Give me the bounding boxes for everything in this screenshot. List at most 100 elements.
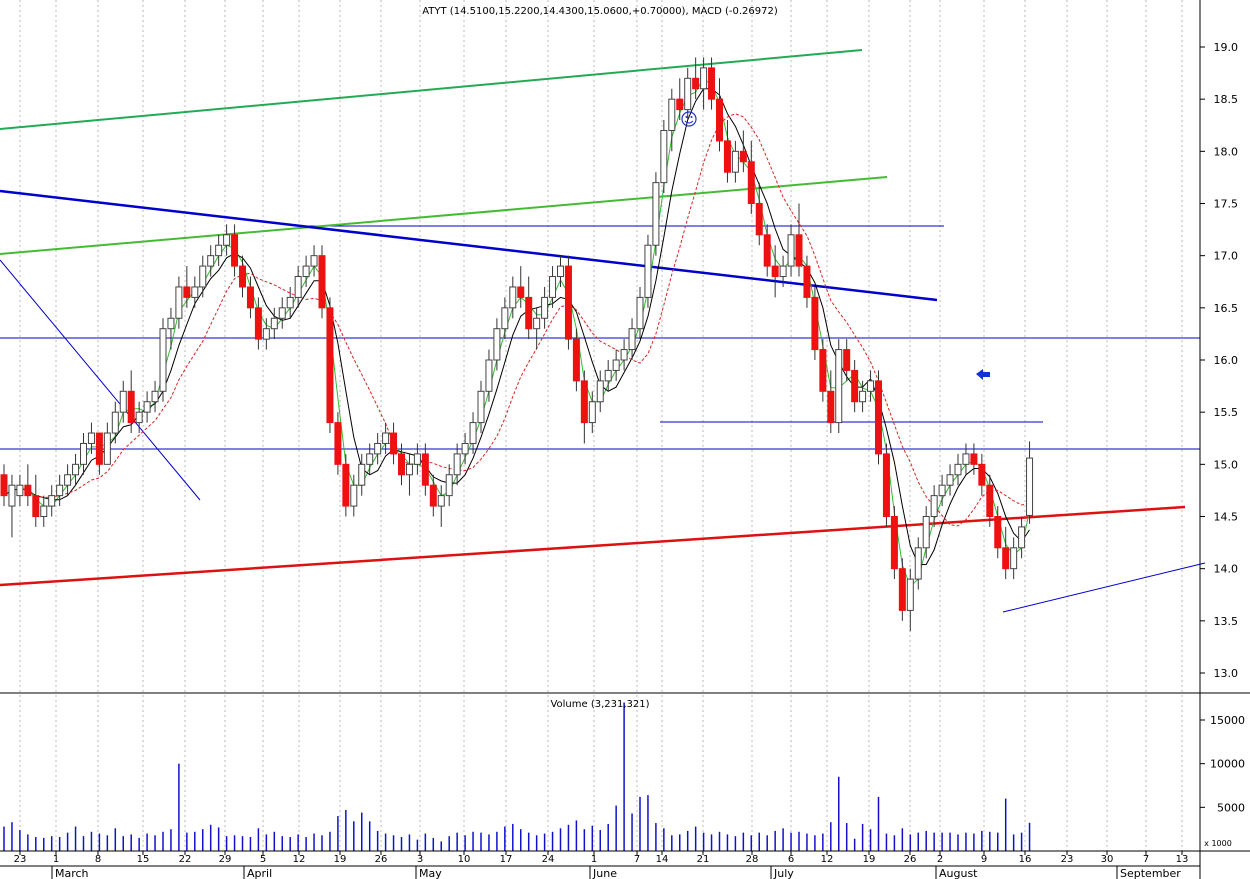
day-tick-label: 30 <box>1101 854 1114 865</box>
candle-up <box>787 234 795 267</box>
candle-up <box>151 390 159 403</box>
month-label: April <box>247 867 272 879</box>
candle-up <box>413 453 421 465</box>
candle-up <box>40 505 48 518</box>
candle-down <box>723 140 731 173</box>
candle-up <box>541 296 549 319</box>
candle-up <box>660 129 668 184</box>
candle-up <box>119 390 127 413</box>
candle-down <box>254 307 262 340</box>
candle-down <box>564 265 572 340</box>
volume-chart-title: Volume (3,231,321) <box>550 699 649 710</box>
day-tick-label: 1 <box>53 854 59 865</box>
candle-up <box>374 442 382 455</box>
candle-down <box>24 484 32 497</box>
price-chart-title: ATYT (14.5100,15.2200,14.4300,15.0600,+0… <box>422 6 778 17</box>
candle-down <box>771 265 779 278</box>
candle-down <box>692 77 700 90</box>
candle-up <box>859 390 867 403</box>
day-tick-label: 23 <box>14 854 27 865</box>
candle-up <box>87 432 95 444</box>
day-tick-label: 10 <box>458 854 471 865</box>
candle-down <box>580 380 588 424</box>
candle-down <box>882 453 890 517</box>
candle-up <box>270 317 278 330</box>
candle-down <box>318 255 326 309</box>
candle-up <box>779 265 787 278</box>
candle-up <box>930 495 938 517</box>
day-tick-label: 7 <box>1143 854 1149 865</box>
volume-tick-label: 10000 <box>1210 758 1245 771</box>
day-tick-label: 5 <box>260 854 266 865</box>
candle-up <box>199 265 207 288</box>
candle-up <box>652 182 660 246</box>
candle-down <box>827 390 835 424</box>
day-tick-label: 3 <box>417 854 423 865</box>
candle-down <box>183 286 191 298</box>
moving-average-layer <box>3 77 1030 587</box>
day-tick-label: 16 <box>1019 854 1032 865</box>
candle-down <box>326 307 334 424</box>
price-axis-ticks: 19.0 18.5 18.0 17.5 17.0 16.5 16.0 15.5 15.0 14.5… <box>1200 41 1238 680</box>
day-tick-label: 14 <box>656 854 669 865</box>
price-tick-label: 13.0 <box>1214 667 1239 680</box>
day-tick-label: 19 <box>863 854 876 865</box>
candle-up <box>159 328 167 392</box>
candle-down <box>525 296 533 330</box>
candle-down <box>890 516 898 570</box>
candle-down <box>231 234 239 267</box>
moving-average-red-dashed <box>3 113 1030 527</box>
candle-up <box>493 328 501 361</box>
candle-up <box>1018 526 1026 549</box>
candle-up <box>906 578 914 611</box>
day-tick-label: 15 <box>137 854 150 865</box>
day-tick-label: 26 <box>904 854 917 865</box>
candle-up <box>588 401 596 424</box>
candle-up <box>405 463 413 476</box>
day-tick-label: 8 <box>95 854 101 865</box>
candle-down <box>747 161 755 204</box>
candle-up <box>835 349 843 424</box>
candle-down <box>676 98 684 111</box>
candle-down <box>239 265 246 288</box>
descending-trendline <box>0 189 938 302</box>
moving-average-black <box>3 88 1030 565</box>
candle-up <box>461 442 469 455</box>
candle-up <box>8 484 16 507</box>
candle-down <box>851 369 859 403</box>
candle-down <box>246 286 254 309</box>
day-tick-label: 12 <box>821 854 834 865</box>
month-label: June <box>592 867 617 879</box>
candle-up <box>501 307 509 330</box>
moving-average-green <box>3 77 1030 587</box>
volume-tick-label: 5000 <box>1217 801 1245 814</box>
candle-up <box>453 453 461 476</box>
price-tick-label: 14.5 <box>1214 511 1239 524</box>
volume-layer <box>3 702 1031 851</box>
candle-up <box>922 516 930 549</box>
day-tick-label: 21 <box>697 854 710 865</box>
candle-down <box>978 463 986 486</box>
volume-unit-label: x 1000 <box>1204 839 1232 848</box>
candle-up <box>262 328 270 340</box>
candle-down <box>0 474 8 497</box>
candle-down <box>986 484 994 518</box>
price-tick-label: 14.0 <box>1214 563 1239 576</box>
trendline-layer <box>0 49 1206 613</box>
candle-up <box>310 255 318 267</box>
candle-down <box>95 432 103 465</box>
price-tick-label: 16.0 <box>1214 354 1239 367</box>
candle-down <box>127 390 135 424</box>
candle-up <box>612 359 620 371</box>
candle-up <box>938 484 946 497</box>
candle-down <box>517 286 525 298</box>
candle-down <box>716 98 723 142</box>
candle-up <box>914 547 922 580</box>
candle-up <box>358 463 366 486</box>
price-tick-label: 17.0 <box>1214 250 1239 263</box>
day-tick-label: 28 <box>746 854 759 865</box>
candle-up <box>596 380 604 403</box>
candle-up <box>215 244 223 257</box>
